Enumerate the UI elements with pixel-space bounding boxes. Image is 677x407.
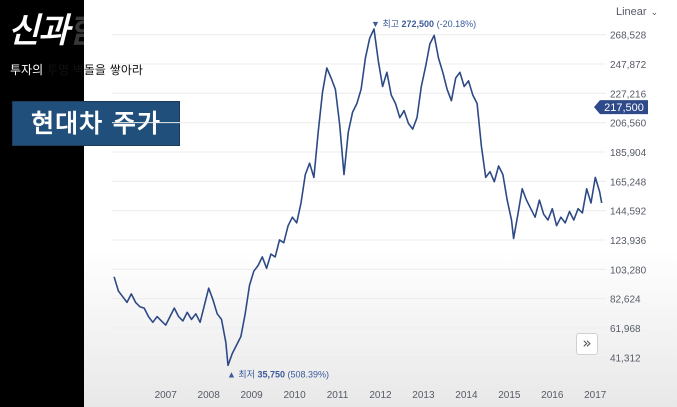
min-annotation-value: 35,750 xyxy=(257,369,285,379)
max-annotation-prefix: 최고 xyxy=(382,19,399,29)
grid-lines xyxy=(112,34,606,358)
x-tick-label: 2008 xyxy=(198,390,221,401)
max-annotation: ▼ 최고 272,500 (-20.18%) xyxy=(371,19,476,29)
double-chevron-right-icon: » xyxy=(582,334,592,352)
x-tick-label: 2010 xyxy=(283,390,306,401)
min-annotation: ▲ 최저 35,750 (508.39%) xyxy=(227,369,329,379)
y-tick-label: 227,216 xyxy=(610,89,647,100)
brand-slogan: 투자의 투명 벽돌을 쌓아라 xyxy=(10,64,143,76)
current-value-badge-text: 217,500 xyxy=(604,102,644,114)
scale-selector[interactable]: Linear ⌄ xyxy=(616,6,658,18)
price-series-line xyxy=(113,28,603,367)
max-marker: ▼ xyxy=(371,19,382,29)
chevron-down-icon: ⌄ xyxy=(650,7,659,17)
y-tick-label: 82,624 xyxy=(610,295,641,306)
x-tick-label: 2016 xyxy=(541,390,564,401)
slogan-rest: 투명 벽돌을 쌓아라 xyxy=(46,63,143,77)
y-tick-label: 103,280 xyxy=(610,265,647,276)
current-value-badge: 217,500 xyxy=(594,100,648,115)
y-tick-label: 165,248 xyxy=(610,177,647,188)
left-branding-panel xyxy=(0,0,84,407)
slogan-lead: 투자의 xyxy=(10,63,44,77)
x-tick-label: 2015 xyxy=(498,390,521,401)
x-tick-label: 2013 xyxy=(412,390,435,401)
x-axis-ticks: 2007 2008 2009 2010 2011 2012 2013 2014 2015 2016… xyxy=(155,390,607,401)
brand-logo-text: 신과 xyxy=(8,11,70,51)
scroll-right-button[interactable]: » xyxy=(576,333,598,355)
y-tick-label: 144,592 xyxy=(610,207,647,218)
x-tick-label: 2011 xyxy=(327,390,349,401)
brand-logo-faded-text: 함께 xyxy=(68,11,131,51)
y-tick-label: 41,312 xyxy=(610,353,641,364)
min-annotation-prefix: 최저 xyxy=(238,369,255,379)
x-tick-label: 2017 xyxy=(584,390,607,401)
y-tick-label: 206,560 xyxy=(610,119,647,130)
stock-title-box: 현대차 주가 xyxy=(12,101,180,146)
scale-selector-label: Linear xyxy=(616,6,647,18)
max-annotation-change: (-20.18%) xyxy=(437,19,477,29)
x-tick-label: 2007 xyxy=(155,390,178,401)
y-tick-label: 247,872 xyxy=(610,60,647,71)
x-tick-label: 2009 xyxy=(240,390,263,401)
max-annotation-value: 272,500 xyxy=(402,19,435,29)
y-tick-label: 61,968 xyxy=(610,324,641,335)
min-marker: ▲ xyxy=(227,369,238,379)
x-tick-label: 2014 xyxy=(455,390,478,401)
y-tick-label: 123,936 xyxy=(610,236,647,247)
x-tick-label: 2012 xyxy=(369,390,392,401)
y-tick-label: 185,904 xyxy=(610,148,647,159)
min-annotation-change: (508.39%) xyxy=(288,369,330,379)
current-value-badge-shape xyxy=(594,100,648,115)
y-tick-label: 268,528 xyxy=(610,31,647,42)
y-axis-ticks: 41,312 61,968 82,624 103,280 123,936 144,592 1… xyxy=(610,31,647,365)
brand-logo: 신과함께 xyxy=(8,11,131,51)
